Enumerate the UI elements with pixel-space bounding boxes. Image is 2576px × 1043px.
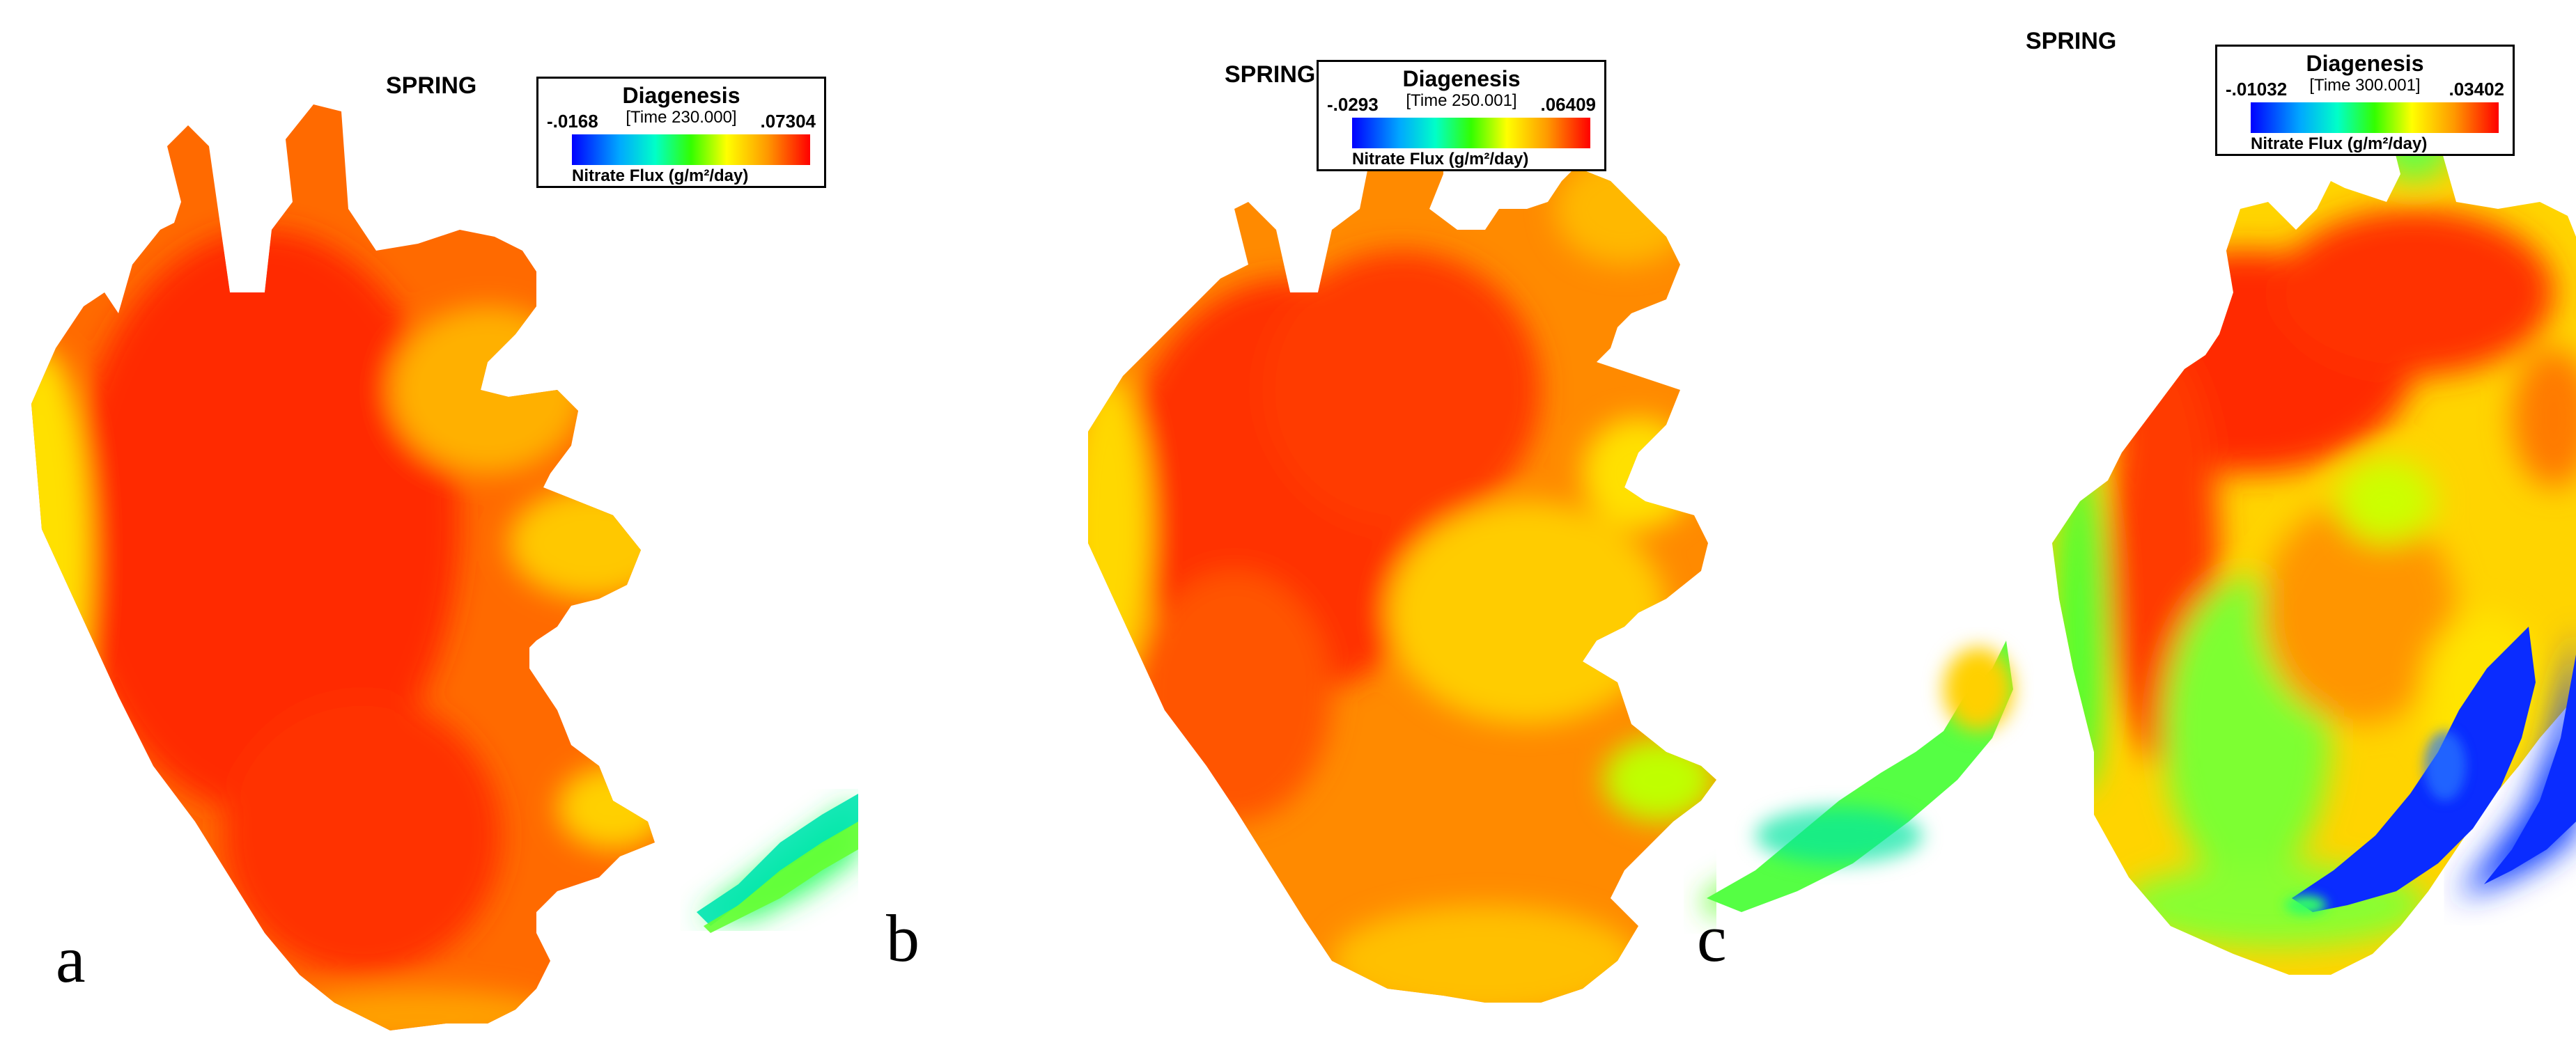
- legend-time: [Time 300.001]: [2309, 76, 2421, 95]
- legend-min: -.0293: [1327, 94, 1379, 115]
- legend-title: Diagenesis: [1402, 66, 1521, 91]
- flux-map-a: [31, 104, 858, 1030]
- legend-max: .06409: [1540, 94, 1596, 115]
- legend-units: Nitrate Flux (g/m²/day): [1352, 150, 1529, 168]
- legend-title: Diagenesis: [2306, 51, 2424, 76]
- season-label: SPRING: [386, 72, 477, 99]
- panel-b: SPRING Diagenesis -.0293 [Time 250.001] …: [858, 0, 1716, 1043]
- panel-a: SPRING Diagenesis -.0168 [Time 230.000] …: [0, 0, 858, 1043]
- legend-units: Nitrate Flux (g/m²/day): [2251, 134, 2428, 153]
- panel-label: b: [886, 901, 920, 975]
- legend-min: -.01032: [2226, 79, 2288, 100]
- legend-max: .03402: [2449, 79, 2504, 100]
- flux-map-b-east: [1707, 641, 2013, 912]
- legend-min: -.0168: [547, 111, 598, 132]
- legend-max: .07304: [760, 111, 816, 132]
- legend-b: Diagenesis -.0293 [Time 250.001] .06409 …: [1317, 60, 1606, 171]
- legend-color-bar: [572, 134, 810, 165]
- legend-color-bar: [1352, 118, 1590, 148]
- legend-color-bar: [2251, 102, 2499, 133]
- legend-c: Diagenesis -.01032 [Time 300.001] .03402…: [2215, 45, 2515, 156]
- legend-time: [Time 250.001]: [1406, 91, 1517, 110]
- legend-a: Diagenesis -.0168 [Time 230.000] .07304 …: [536, 77, 826, 188]
- panel-label: c: [1697, 901, 1727, 975]
- legend-title: Diagenesis: [622, 83, 740, 108]
- season-label: SPRING: [1225, 61, 1316, 88]
- legend-units: Nitrate Flux (g/m²/day): [572, 166, 749, 185]
- flux-map-b: [1088, 118, 1716, 1003]
- legend-time: [Time 230.000]: [626, 108, 737, 127]
- season-label: SPRING: [2026, 28, 2117, 54]
- panel-label: a: [56, 922, 86, 996]
- flux-map-c-east: [2285, 627, 2536, 915]
